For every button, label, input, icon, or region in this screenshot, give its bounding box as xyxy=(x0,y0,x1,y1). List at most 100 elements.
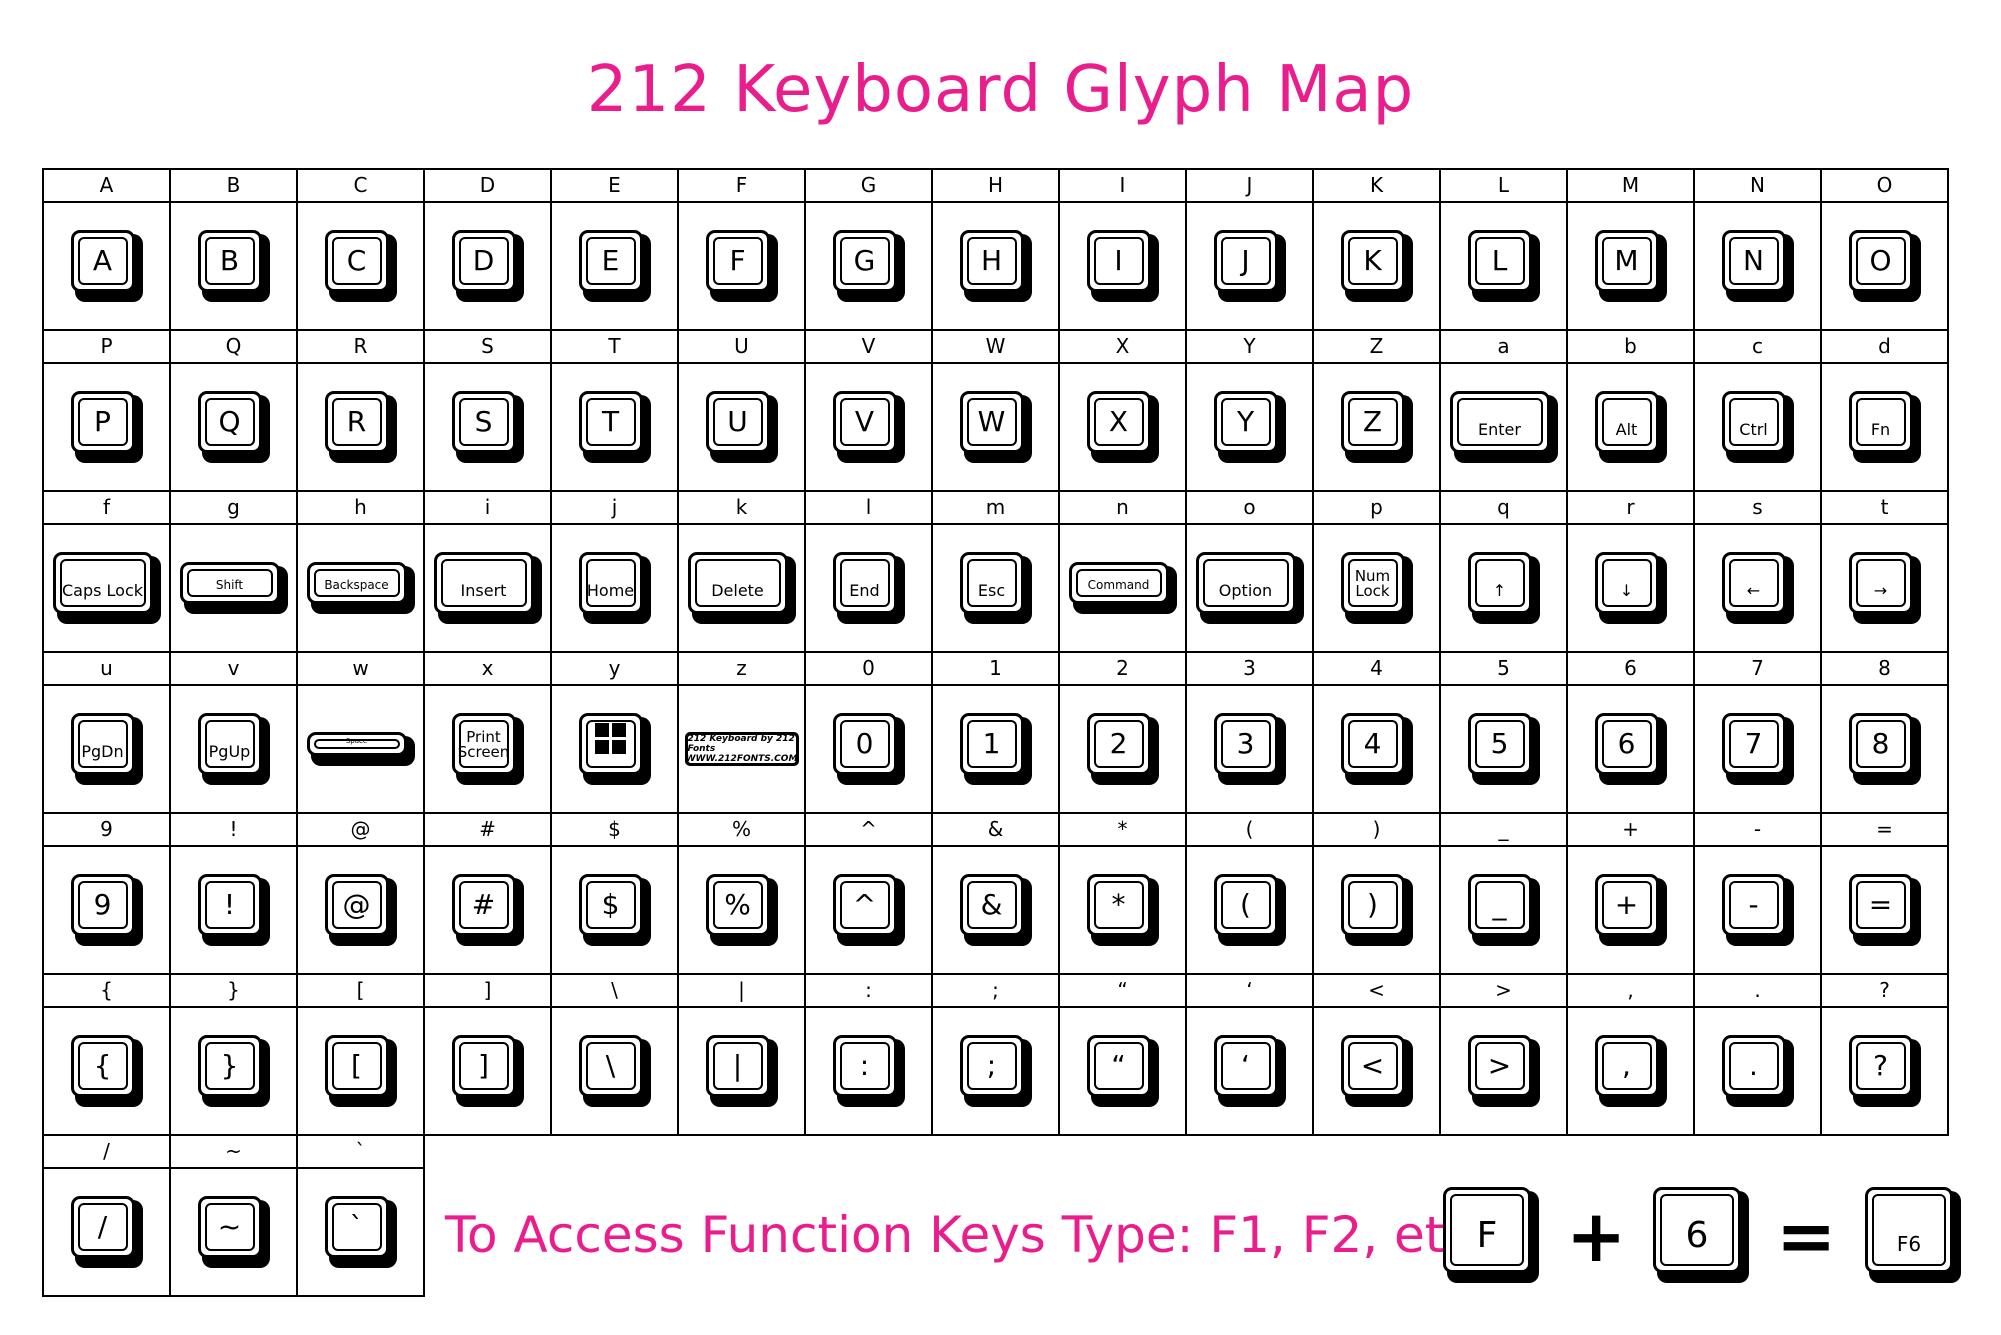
keycap: - xyxy=(1721,874,1794,946)
glyph-preview: K xyxy=(1314,203,1439,329)
glyph-cell: ]] xyxy=(423,973,552,1136)
glyph-preview: # xyxy=(425,847,550,973)
glyph-cell: $ $ xyxy=(550,812,679,975)
keycap: Insert xyxy=(433,552,542,624)
glyph-cell: ^ ^ xyxy=(804,812,933,975)
glyph-cell: ,, xyxy=(1566,973,1695,1136)
glyph-preview: ~ xyxy=(171,1169,296,1295)
keycap: Z xyxy=(1340,391,1413,463)
glyph-character-label: t xyxy=(1822,492,1947,525)
glyph-character-label: u xyxy=(44,653,169,686)
glyph-preview: → xyxy=(1822,525,1947,651)
keycap-label: Option xyxy=(1202,559,1289,607)
glyph-preview: < xyxy=(1314,1008,1439,1134)
glyph-character-label: } xyxy=(171,975,296,1008)
glyph-preview: ↓ xyxy=(1568,525,1693,651)
glyph-character-label: s xyxy=(1695,492,1820,525)
keycap: Q xyxy=(197,391,270,463)
keycap-label: 0 xyxy=(839,720,890,768)
keycap: A xyxy=(70,230,143,302)
glyph-character-label: x xyxy=(425,653,550,686)
glyph-preview: G xyxy=(806,203,931,329)
glyph-character-label: y xyxy=(552,653,677,686)
keycap: [ xyxy=(324,1035,397,1107)
keycap: , xyxy=(1594,1035,1667,1107)
glyph-character-label: a xyxy=(1441,331,1566,364)
glyph-character-label: / xyxy=(44,1136,169,1169)
keycap: & xyxy=(959,874,1032,946)
keycap: P xyxy=(70,391,143,463)
glyph-character-label: V xyxy=(806,331,931,364)
keycap-label: R xyxy=(331,398,382,446)
keycap: 9 xyxy=(70,874,143,946)
keycap: 8 xyxy=(1848,713,1921,785)
keycap: W xyxy=(959,391,1032,463)
glyph-character-label: . xyxy=(1695,975,1820,1008)
glyph-character-label: = xyxy=(1822,814,1947,847)
glyph-character-label: J xyxy=(1187,170,1312,203)
keycap: % xyxy=(705,874,778,946)
keycap-label: Delete xyxy=(694,559,781,607)
keycap-label: F xyxy=(712,237,763,285)
glyph-preview: } xyxy=(171,1008,296,1134)
keycap: ! xyxy=(197,874,270,946)
glyph-preview: - xyxy=(1695,847,1820,973)
keycap: Backspace xyxy=(306,562,415,614)
glyph-character-label: 0 xyxy=(806,653,931,686)
keycap: Command xyxy=(1068,562,1177,614)
keycap: ; xyxy=(959,1035,1032,1107)
glyph-character-label: ^ xyxy=(806,814,931,847)
glyph-character-label: W xyxy=(933,331,1058,364)
glyph-character-label: n xyxy=(1060,492,1185,525)
keycap-label: J xyxy=(1220,237,1271,285)
glyph-preview: Y xyxy=(1187,364,1312,490)
page-title: 212 Keyboard Glyph Map xyxy=(586,53,1415,127)
keycap-label: } xyxy=(204,1042,255,1090)
footer-key-f6-label: F6 xyxy=(1872,1194,1946,1266)
keycap: ) xyxy=(1340,874,1413,946)
glyph-cell: & & xyxy=(931,812,1060,975)
glyph-cell: q ↑ xyxy=(1439,490,1568,653)
keycap-label: \ xyxy=(585,1042,636,1090)
glyph-preview: = xyxy=(1822,847,1947,973)
keycap-label: - xyxy=(1728,881,1779,929)
glyph-cell: \ \ xyxy=(550,973,679,1136)
keycap: 5 xyxy=(1467,713,1540,785)
glyph-preview: + xyxy=(1568,847,1693,973)
keycap: C xyxy=(324,230,397,302)
keycap-label: W xyxy=(966,398,1017,446)
keycap-label: Z xyxy=(1347,398,1398,446)
glyph-preview: Z xyxy=(1314,364,1439,490)
glyph-character-label: j xyxy=(552,492,677,525)
glyph-character-label: q xyxy=(1441,492,1566,525)
keycap: Home xyxy=(578,552,651,624)
glyph-cell: + + xyxy=(1566,812,1695,975)
keycap-label: End xyxy=(839,559,890,607)
glyph-preview: Print Screen xyxy=(425,686,550,812)
glyph-character-label: U xyxy=(679,331,804,364)
glyph-character-label: > xyxy=(1441,975,1566,1008)
glyph-preview: ! xyxy=(171,847,296,973)
keycap-label: = xyxy=(1855,881,1906,929)
glyph-character-label: O xyxy=(1822,170,1947,203)
glyph-preview: ) xyxy=(1314,847,1439,973)
keycap: / xyxy=(70,1196,143,1268)
glyph-cell: | | xyxy=(677,973,806,1136)
keycap: \ xyxy=(578,1035,651,1107)
keycap: ? xyxy=(1848,1035,1921,1107)
glyph-character-label: d xyxy=(1822,331,1947,364)
keycap-label: . xyxy=(1728,1042,1779,1090)
glyph-cell: / / xyxy=(42,1134,171,1297)
glyph-preview: Insert xyxy=(425,525,550,651)
glyph-cell: k Delete xyxy=(677,490,806,653)
footer-key-f: F xyxy=(1436,1180,1546,1290)
glyph-cell: :: xyxy=(804,973,933,1136)
keycap-label: : xyxy=(839,1042,890,1090)
